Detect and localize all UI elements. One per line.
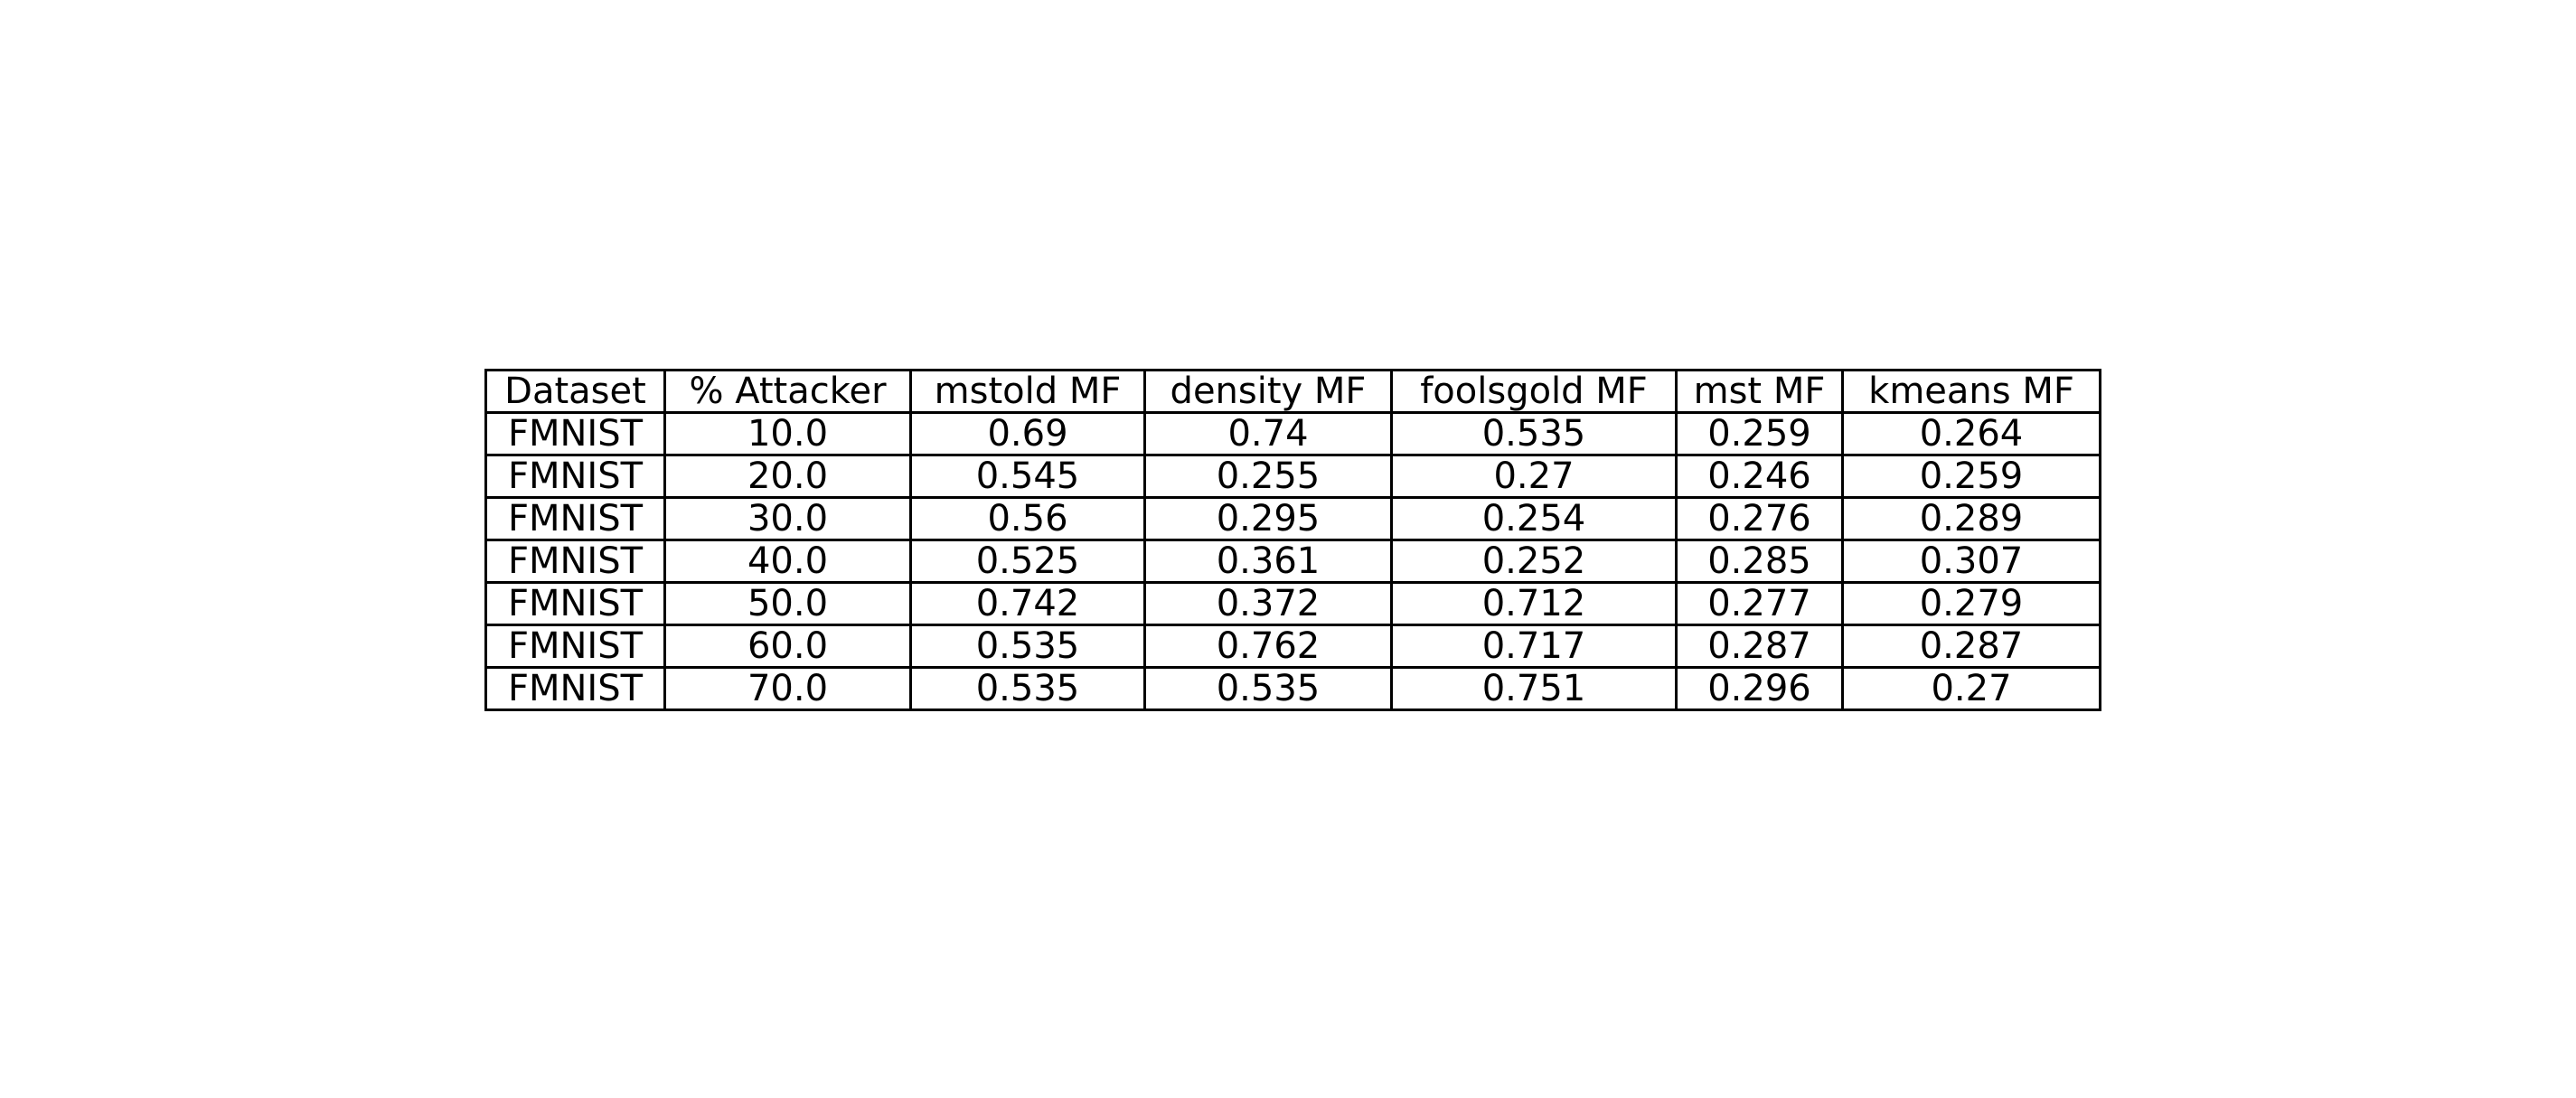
table-cell: 0.287 [1841,624,2101,669]
table-cell: 0.259 [1675,411,1844,456]
table-cell: FMNIST [484,454,666,499]
table-cell: 50.0 [663,581,912,626]
table-cell: 0.307 [1841,539,2101,584]
table-row: FMNIST 50.0 0.742 0.372 0.712 0.277 0.279 [484,581,2101,626]
table-row: FMNIST 60.0 0.535 0.762 0.717 0.287 0.287 [484,624,2101,669]
table-cell: 0.361 [1143,539,1393,584]
table-cell: 30.0 [663,496,912,541]
table-cell: 0.535 [1390,411,1678,456]
table-cell: FMNIST [484,581,666,626]
table-row: FMNIST 30.0 0.56 0.295 0.254 0.276 0.289 [484,496,2101,541]
column-header: % Attacker [663,369,912,414]
table-body: FMNIST 10.0 0.69 0.74 0.535 0.259 0.264 FMNIST 2… [484,411,2101,711]
table-row: FMNIST 10.0 0.69 0.74 0.535 0.259 0.264 [484,411,2101,456]
table-cell: 0.289 [1841,496,2101,541]
table-cell: FMNIST [484,539,666,584]
data-table: Dataset% Attacker mstold MF density MF fool… [484,369,2101,711]
table-cell: 0.287 [1675,624,1844,669]
table-cell: 0.535 [1143,666,1393,711]
table-cell: 0.276 [1675,496,1844,541]
table-cell: 0.535 [909,666,1146,711]
table-cell: FMNIST [484,411,666,456]
table-cell: 0.277 [1675,581,1844,626]
table-cell: 0.259 [1841,454,2101,499]
table-cell: 40.0 [663,539,912,584]
column-header: Dataset [484,369,666,414]
table-cell: 0.264 [1841,411,2101,456]
table-cell: 0.545 [909,454,1146,499]
table-cell: 0.27 [1841,666,2101,711]
table-cell: 0.762 [1143,624,1393,669]
table-cell: 0.535 [909,624,1146,669]
table-cell: FMNIST [484,624,666,669]
header-row: Dataset% Attacker mstold MF density MF fool… [484,369,2101,414]
table-cell: 0.717 [1390,624,1678,669]
table-row: FMNIST 20.0 0.545 0.255 0.27 0.246 0.259 [484,454,2101,499]
table-cell: 10.0 [663,411,912,456]
column-header: kmeans MF [1841,369,2101,414]
table-cell: 70.0 [663,666,912,711]
table-cell: 0.372 [1143,581,1393,626]
table-cell: 0.69 [909,411,1146,456]
table-cell: 0.751 [1390,666,1678,711]
table-row: FMNIST 40.0 0.525 0.361 0.252 0.285 0.307 [484,539,2101,584]
table-cell: FMNIST [484,666,666,711]
table-cell: 0.254 [1390,496,1678,541]
table-cell: 20.0 [663,454,912,499]
table-cell: 0.74 [1143,411,1393,456]
table-cell: 0.742 [909,581,1146,626]
table-row: FMNIST 70.0 0.535 0.535 0.751 0.296 0.27 [484,666,2101,711]
table-cell: 0.56 [909,496,1146,541]
table-cell: 0.285 [1675,539,1844,584]
table-cell: 0.246 [1675,454,1844,499]
table-cell: 0.295 [1143,496,1393,541]
table-cell: 0.252 [1390,539,1678,584]
table-header: Dataset% Attacker mstold MF density MF fool… [484,369,2101,414]
table-cell: 0.525 [909,539,1146,584]
table-cell: 0.279 [1841,581,2101,626]
table-cell: 0.712 [1390,581,1678,626]
column-header: mst MF [1675,369,1844,414]
table-cell: 60.0 [663,624,912,669]
table-cell: 0.296 [1675,666,1844,711]
table-cell: 0.27 [1390,454,1678,499]
table-cell: FMNIST [484,496,666,541]
column-header: density MF [1143,369,1393,414]
column-header: foolsgold MF [1390,369,1678,414]
table-cell: 0.255 [1143,454,1393,499]
column-header: mstold MF [909,369,1146,414]
